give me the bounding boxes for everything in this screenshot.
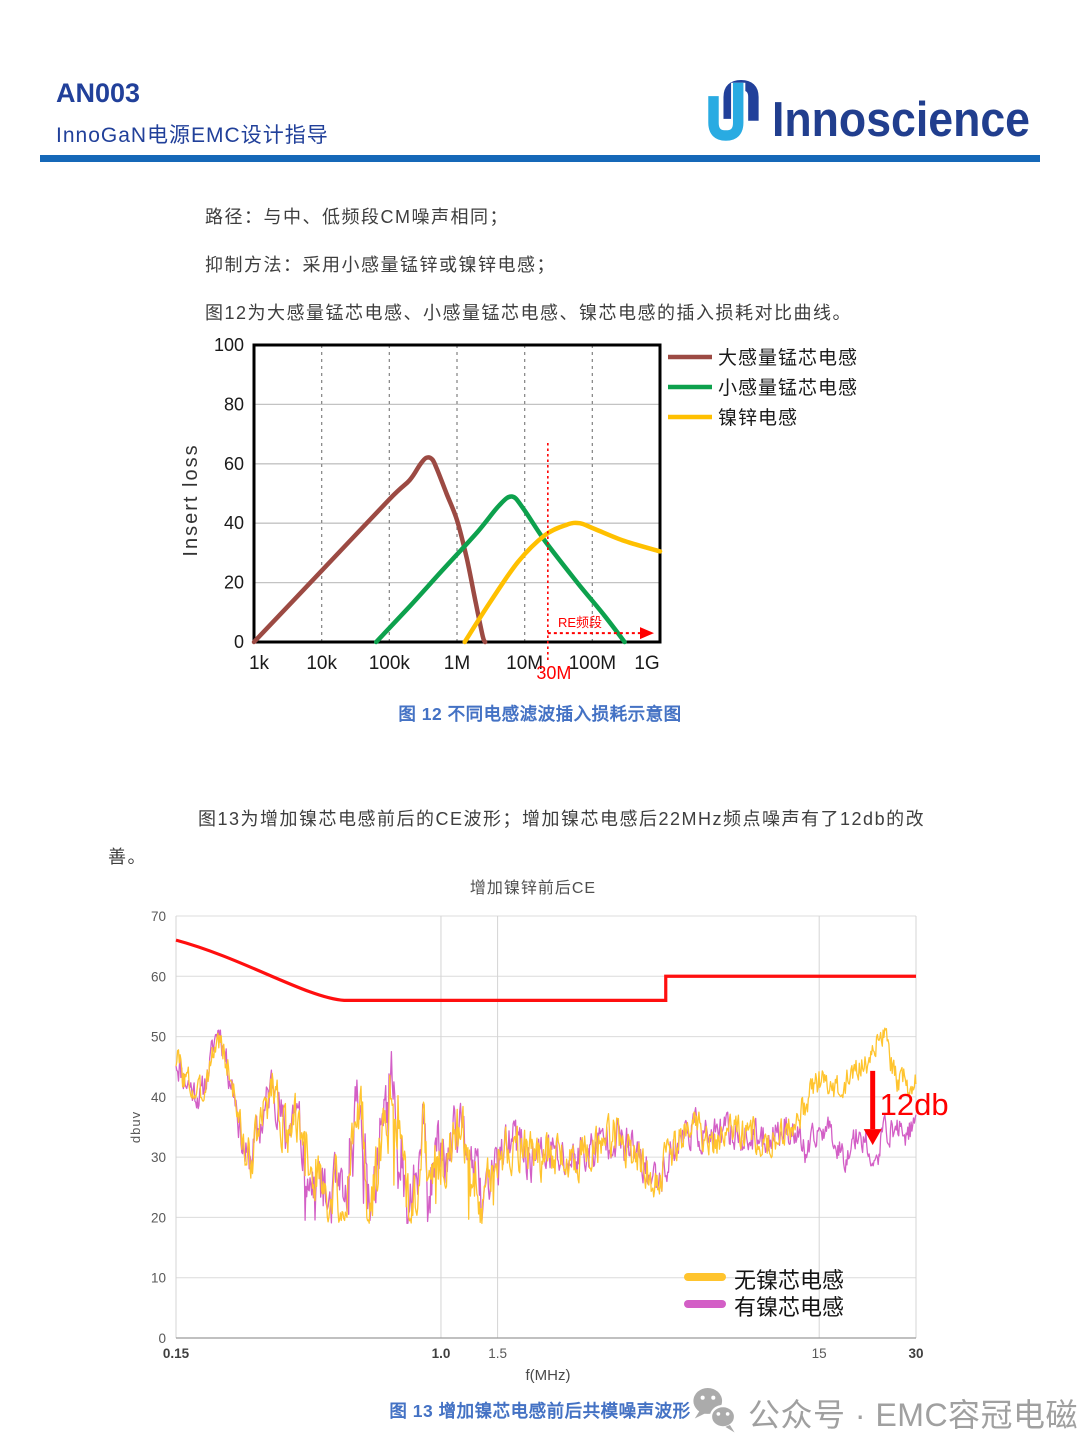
svg-text:30: 30 — [151, 1150, 166, 1165]
svg-text:15: 15 — [812, 1346, 827, 1361]
fig13-title: 增加镍锌前后CE — [470, 879, 596, 897]
svg-text:20: 20 — [151, 1210, 166, 1225]
fig12-series-2 — [462, 520, 663, 645]
fig13-series — [175, 1027, 917, 1225]
fig12-series-1 — [373, 494, 627, 645]
svg-text:无镍芯电感: 无镍芯电感 — [734, 1268, 844, 1293]
svg-text:80: 80 — [224, 394, 244, 414]
fig12-annotations: 30M RE频段 — [536, 443, 654, 683]
svg-text:1.5: 1.5 — [488, 1346, 507, 1361]
svg-text:0.15: 0.15 — [163, 1346, 190, 1361]
svg-text:1k: 1k — [249, 653, 270, 674]
logo-text: Innoscience — [772, 93, 1030, 147]
fig13-series-1 — [175, 1029, 917, 1225]
fig12-grid — [254, 345, 660, 642]
wechat-brand: 公众号 · EMC容冠电磁 — [692, 1384, 1078, 1442]
svg-text:100k: 100k — [369, 653, 411, 674]
svg-text:50: 50 — [151, 1030, 166, 1045]
fig13-ylabel: dbuv — [128, 1111, 143, 1143]
svg-text:0: 0 — [234, 632, 244, 652]
svg-text:小感量锰芯电感: 小感量锰芯电感 — [718, 377, 858, 399]
fig12-plot-border — [252, 343, 662, 644]
fig12-ylabel: Insert loss — [180, 443, 202, 556]
svg-text:20: 20 — [224, 573, 244, 593]
figure13-caption: 图 13 增加镍芯电感前后共模噪声波形 — [389, 1401, 691, 1421]
paragraph-suppress: 抑制方法：采用小感量锰锌或镍锌电感； — [205, 255, 556, 275]
svg-text:60: 60 — [224, 454, 244, 474]
svg-text:30: 30 — [908, 1346, 923, 1361]
wechat-icon — [693, 1388, 737, 1433]
svg-text:10M: 10M — [506, 653, 543, 674]
svg-text:RE频段: RE频段 — [558, 615, 602, 630]
paragraph-fig13-intro-line2: 善。 — [108, 847, 147, 867]
wechat-label: 公众号 · EMC容冠电磁 — [748, 1397, 1079, 1433]
svg-text:12db: 12db — [880, 1087, 949, 1122]
fig13-x-axis: 0.15 1.0 1.5 15 30 — [163, 1346, 924, 1361]
fig12-series — [251, 455, 663, 645]
fig13-annotation: 12db — [863, 1070, 949, 1146]
fig12-x-axis: 1k 10k 100k 1M 10M 100M 1G — [249, 653, 660, 674]
paragraph-path: 路径：与中、低频段CM噪声相同； — [205, 207, 509, 227]
fig13-limit-line — [175, 938, 916, 1002]
doc-number: AN003 — [56, 78, 141, 108]
svg-text:1G: 1G — [634, 653, 659, 674]
figure12-chart: 0 20 40 60 80 100 1k 10k 100k 1M 10M 100M 1G Insert l… — [180, 336, 858, 683]
fig13-grid — [175, 915, 917, 1338]
fig12-y-axis: 0 20 40 60 80 100 — [214, 336, 244, 652]
innoscience-logo: Innoscience — [706, 79, 1030, 147]
svg-text:70: 70 — [151, 909, 166, 924]
svg-text:大感量锰芯电感: 大感量锰芯电感 — [718, 347, 858, 369]
svg-text:10: 10 — [151, 1271, 166, 1286]
svg-text:0: 0 — [158, 1331, 166, 1346]
svg-text:40: 40 — [151, 1090, 166, 1105]
logo-mark-light-icon — [708, 82, 744, 141]
svg-text:10k: 10k — [306, 653, 337, 674]
svg-text:100M: 100M — [569, 653, 617, 674]
paragraph-fig12-intro: 图12为大感量锰芯电感、小感量锰芯电感、镍芯电感的插入损耗对比曲线。 — [205, 303, 853, 323]
svg-text:30M: 30M — [536, 663, 571, 683]
header-rule — [40, 155, 1040, 162]
fig13-xlabel: f(MHz) — [526, 1367, 571, 1384]
svg-text:有镍芯电感: 有镍芯电感 — [734, 1295, 844, 1320]
svg-text:1M: 1M — [444, 653, 470, 674]
svg-text:镍锌电感: 镍锌电感 — [718, 407, 798, 429]
doc-subtitle: InnoGaN电源EMC设计指导 — [56, 124, 329, 147]
figure12-caption: 图 12 不同电感滤波插入损耗示意图 — [398, 704, 682, 724]
fig13-y-axis: 0 10 20 30 40 50 60 70 — [151, 909, 166, 1346]
svg-text:1.0: 1.0 — [432, 1346, 451, 1361]
svg-text:40: 40 — [224, 513, 244, 533]
fig12-series-0 — [251, 455, 488, 645]
fig13-series-0 — [175, 1027, 917, 1224]
figure13-chart: 增加镍锌前后CE 0 10 20 30 40 50 60 70 0.15 1.0 1.5 15 30 dbu… — [128, 879, 949, 1384]
paragraph-fig13-intro-line1: 图13为增加镍芯电感前后的CE波形；增加镍芯电感后22MHz频点噪声有了12db… — [198, 809, 926, 829]
svg-text:100: 100 — [214, 336, 244, 355]
svg-text:60: 60 — [151, 969, 166, 984]
